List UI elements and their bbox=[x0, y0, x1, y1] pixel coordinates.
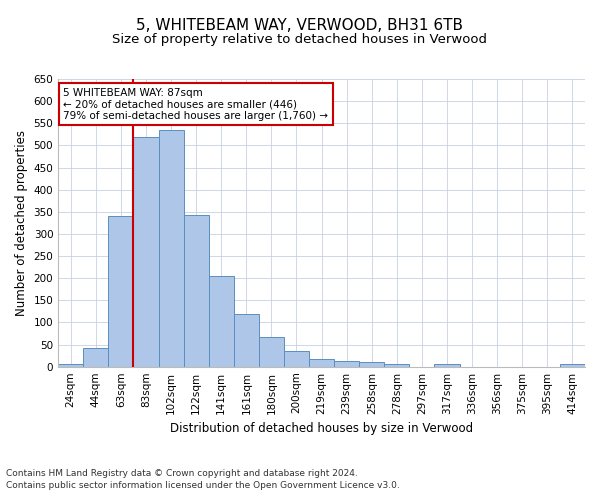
Text: Contains HM Land Registry data © Crown copyright and database right 2024.: Contains HM Land Registry data © Crown c… bbox=[6, 468, 358, 477]
Text: Size of property relative to detached houses in Verwood: Size of property relative to detached ho… bbox=[113, 32, 487, 46]
Bar bbox=[284, 350, 309, 366]
Text: 5 WHITEBEAM WAY: 87sqm
← 20% of detached houses are smaller (446)
79% of semi-de: 5 WHITEBEAM WAY: 87sqm ← 20% of detached… bbox=[64, 88, 328, 121]
Bar bbox=[58, 364, 83, 366]
Bar bbox=[209, 276, 234, 366]
Bar bbox=[434, 364, 460, 366]
Bar bbox=[560, 364, 585, 366]
Bar bbox=[109, 216, 133, 366]
Bar bbox=[309, 358, 334, 366]
Bar bbox=[133, 136, 158, 366]
Y-axis label: Number of detached properties: Number of detached properties bbox=[15, 130, 28, 316]
Bar bbox=[334, 361, 359, 366]
Text: 5, WHITEBEAM WAY, VERWOOD, BH31 6TB: 5, WHITEBEAM WAY, VERWOOD, BH31 6TB bbox=[137, 18, 464, 32]
Bar bbox=[259, 337, 284, 366]
Bar bbox=[385, 364, 409, 366]
Text: Contains public sector information licensed under the Open Government Licence v3: Contains public sector information licen… bbox=[6, 481, 400, 490]
Bar bbox=[359, 362, 385, 366]
Bar bbox=[83, 348, 109, 366]
X-axis label: Distribution of detached houses by size in Verwood: Distribution of detached houses by size … bbox=[170, 422, 473, 435]
Bar bbox=[184, 216, 209, 366]
Bar bbox=[158, 130, 184, 366]
Bar bbox=[234, 314, 259, 366]
